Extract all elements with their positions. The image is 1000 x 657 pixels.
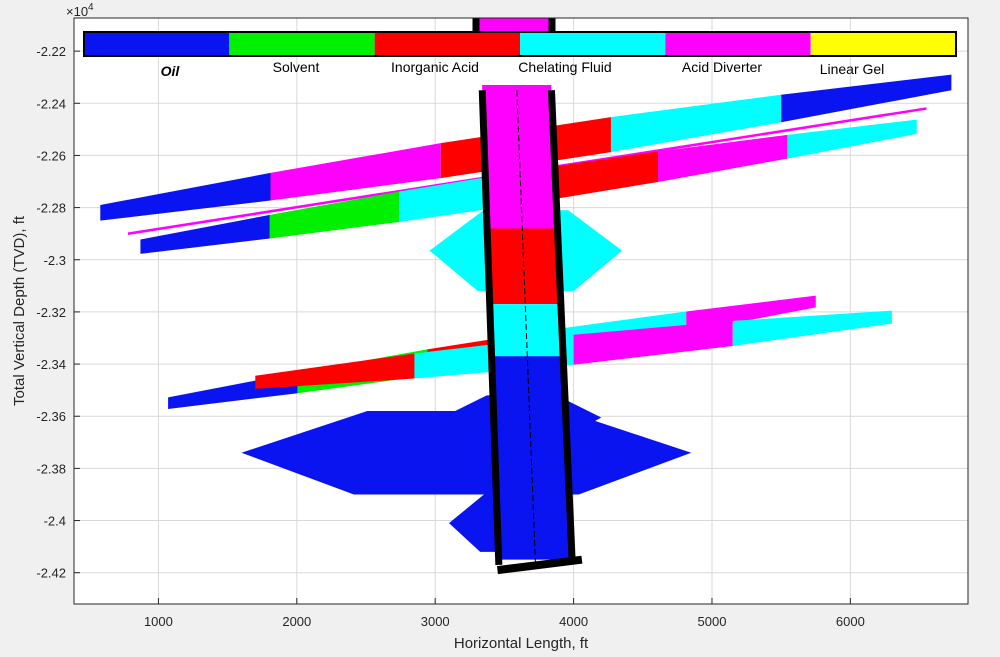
legend-label: Acid Diverter	[682, 59, 762, 75]
legend-swatch	[374, 32, 520, 56]
wellbore	[472, 18, 583, 575]
legend-swatch	[229, 32, 375, 56]
legend-border	[83, 31, 957, 57]
y-tick-label: -2.3	[44, 253, 66, 268]
y-tick-label: -2.24	[36, 96, 66, 111]
y-tick-label: -2.42	[36, 566, 66, 581]
axes-border	[73, 17, 969, 605]
wellbore-left-wall	[478, 90, 503, 566]
fracture-segment	[528, 151, 659, 204]
fracture-segment	[100, 172, 271, 221]
wellbore-bottom	[496, 555, 583, 575]
legend-swatch	[84, 32, 230, 56]
y-tick-label: -2.22	[36, 44, 66, 59]
y-tick-label: -2.36	[36, 409, 66, 424]
y-exponent-base: ×10	[66, 4, 88, 19]
legend: Oil Solvent Inorganic Acid Chelating Fluid A…	[83, 31, 957, 79]
x-tick-label: 4000	[559, 614, 588, 629]
x-tick-label: 1000	[144, 614, 173, 629]
y-tick-label: -2.26	[36, 148, 66, 163]
fracture-segment	[573, 320, 733, 365]
fracture-segment	[269, 191, 400, 239]
legend-label: Solvent	[273, 59, 320, 75]
wellbore-fluid-segment	[491, 356, 573, 560]
legend-label: Linear Gel	[820, 61, 885, 77]
legend-swatch	[810, 32, 956, 56]
y-tick-label: -2.38	[36, 461, 66, 476]
fracture-segment	[787, 119, 917, 159]
legend-swatch	[665, 32, 811, 56]
legend-swatch	[520, 32, 666, 56]
y-tick-label: -2.4	[44, 514, 66, 529]
wellbore-top-stub	[476, 18, 552, 32]
x-tick-label: 3000	[421, 614, 450, 629]
legend-label: Inorganic Acid	[391, 59, 479, 75]
fracture-segment	[658, 134, 788, 182]
legend-label: Oil	[161, 63, 181, 79]
x-tick-label: 6000	[836, 614, 865, 629]
y-tick-label: -2.32	[36, 305, 66, 320]
fracture-segment	[255, 353, 415, 389]
y-tick-label: -2.34	[36, 357, 66, 372]
x-tick-label: 5000	[698, 614, 727, 629]
fracture-segment	[270, 143, 441, 201]
fracture-segment	[781, 74, 952, 123]
y-exponent-power: 4	[88, 2, 94, 13]
wellbore-fluid-segment	[489, 304, 564, 357]
wellbore-right-wall	[547, 90, 576, 563]
y-axis-label: Total Vertical Depth (TVD), ft	[11, 215, 28, 406]
x-tick-label: 2000	[282, 614, 311, 629]
legend-label: Chelating Fluid	[518, 59, 611, 75]
near-well-zone	[241, 411, 692, 495]
fracture-segment	[732, 310, 892, 346]
fracture-segment	[140, 214, 270, 254]
y-tick-label: -2.28	[36, 201, 66, 216]
axis-ticks: 1000 2000 3000 4000 5000 6000 -2.22 -2.24 -2.26 -…	[36, 44, 864, 629]
x-axis-label: Horizontal Length, ft	[454, 635, 589, 652]
fracture-segment	[610, 94, 782, 153]
wellbore-centerline	[516, 90, 537, 565]
